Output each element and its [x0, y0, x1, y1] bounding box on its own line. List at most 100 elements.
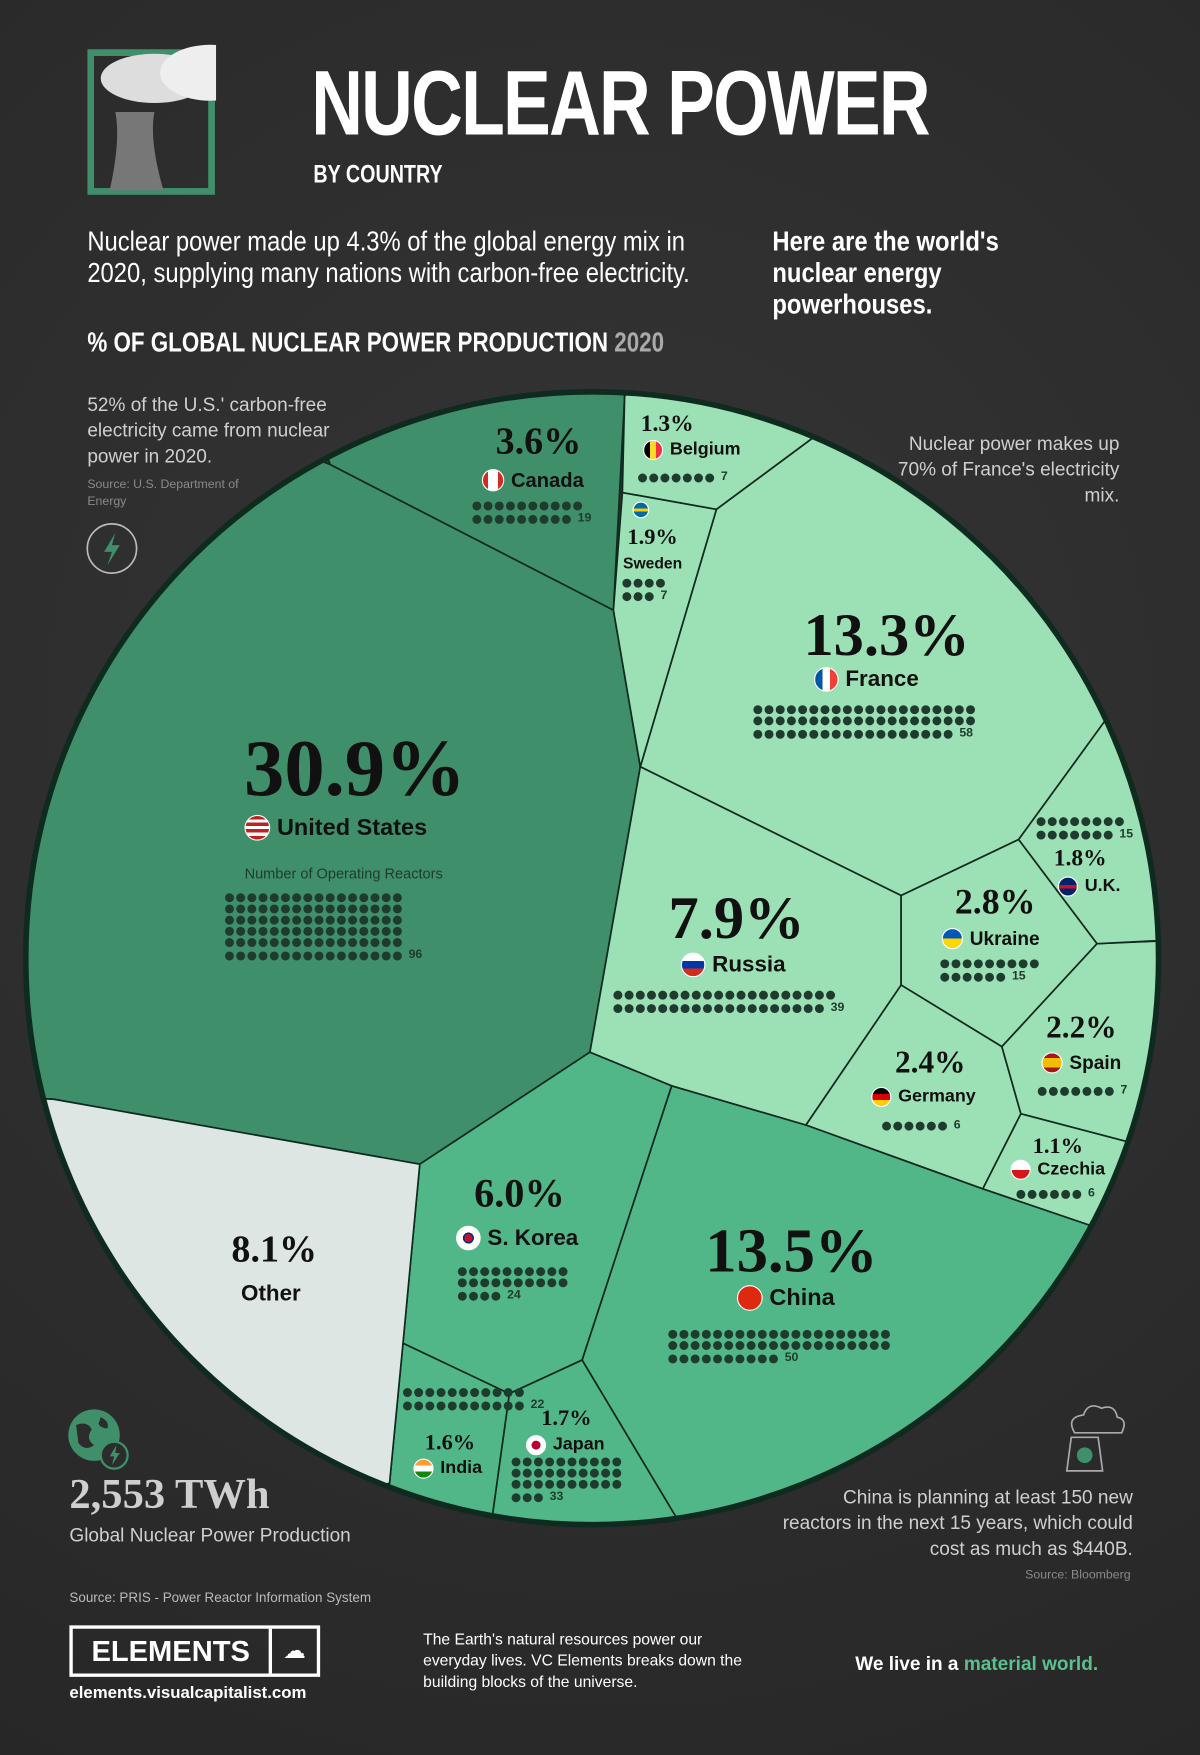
- reactor-dot: [392, 950, 402, 960]
- website-link[interactable]: elements.visualcapitalist.com: [69, 1683, 307, 1703]
- pct-label-canada: 3.6%: [495, 420, 582, 463]
- reactor-dot: [898, 729, 908, 739]
- reactor-dot: [921, 705, 931, 715]
- reactor-dot: [522, 1457, 532, 1467]
- reactor-dot: [904, 1121, 914, 1131]
- reactor-dot: [325, 904, 335, 914]
- reactor-dots-czechia: 6: [1016, 1187, 1095, 1200]
- reactor-dot: [511, 1479, 521, 1489]
- country-name: United States: [276, 814, 428, 841]
- reactor-dot: [769, 1341, 778, 1350]
- reactor-dot: [402, 1388, 412, 1398]
- reactor-dot: [910, 729, 920, 739]
- reactor-dot: [836, 1329, 846, 1339]
- reactor-dot: [314, 893, 324, 903]
- reactor-dot: [690, 1329, 700, 1339]
- elements-logo[interactable]: ELEMENTS ☁: [69, 1625, 321, 1677]
- reactor-dot: [865, 705, 875, 715]
- reactor-dot: [915, 1121, 925, 1131]
- reactor-dot: [668, 1341, 678, 1350]
- reactor-dots-united-states: 96: [224, 893, 422, 961]
- country-name: S. Korea: [487, 1225, 579, 1251]
- reactor-dot: [269, 926, 279, 936]
- reactor-dot: [658, 1003, 668, 1013]
- pct-label-spain: 2.2%: [1046, 1010, 1117, 1046]
- reactor-dot: [624, 990, 634, 1000]
- reactor-dot: [236, 915, 246, 925]
- reactor-dot: [370, 904, 380, 914]
- reactor-dot: [483, 501, 493, 511]
- reactor-dot: [613, 990, 623, 1000]
- reactor-dot: [724, 1341, 734, 1350]
- reactor-dot: [370, 915, 380, 925]
- flag-ua-icon: [941, 927, 964, 950]
- pct-label-united-states: 30.9%: [244, 723, 466, 813]
- reactor-count: 15: [1119, 827, 1134, 841]
- reactor-dot: [757, 1329, 767, 1339]
- reactor-dot: [612, 1479, 622, 1489]
- reactor-dot: [747, 990, 757, 1000]
- reactor-dot: [638, 472, 648, 482]
- chart-heading-text: % OF GLOBAL NUCLEAR POWER PRODUCTION: [87, 326, 609, 359]
- reactor-dot: [269, 904, 279, 914]
- flag-us-icon: [244, 814, 271, 841]
- country-name: U.K.: [1084, 876, 1121, 896]
- reactor-dot: [951, 972, 961, 982]
- reactor-dot: [809, 716, 819, 726]
- reactor-dot: [612, 1468, 622, 1478]
- reactor-dot: [336, 950, 346, 960]
- reactor-dot: [831, 716, 841, 726]
- reactor-count: 6: [953, 1118, 961, 1132]
- reactor-dot: [556, 1468, 566, 1478]
- reactor-dots-germany: 6: [882, 1118, 961, 1132]
- reactor-dot: [644, 591, 654, 601]
- reactor-dot: [545, 1479, 555, 1489]
- us-source: Source: U.S. Department of Energy: [87, 477, 239, 509]
- reactor-dots-belgium: 7: [638, 471, 728, 483]
- reactor-dot: [951, 959, 961, 969]
- reactor-dot: [803, 990, 813, 1000]
- reactor-dot: [381, 950, 391, 960]
- reactor-dot: [932, 705, 942, 715]
- flag-ca-icon: [481, 469, 505, 492]
- reactor-dot: [469, 1267, 478, 1277]
- intro-left: Nuclear power made up 4.3% of the global…: [87, 226, 690, 289]
- reactor-dot: [753, 705, 763, 715]
- footer-blurb: The Earth's natural resources power our …: [423, 1629, 742, 1691]
- reactor-dot: [893, 1121, 903, 1131]
- reactor-dot: [533, 1457, 543, 1467]
- reactor-dot: [954, 716, 964, 726]
- reactor-dot: [457, 1291, 467, 1301]
- reactor-dot: [690, 1353, 700, 1363]
- reactor-dot: [494, 514, 504, 524]
- reactor-dot: [336, 904, 346, 914]
- reactor-dot: [491, 1278, 501, 1288]
- flag-jp-icon: [525, 1435, 547, 1456]
- pct-label-other: 8.1%: [231, 1229, 318, 1271]
- reactor-dot: [280, 938, 290, 948]
- reactor-dot: [381, 938, 391, 948]
- reactor-dot: [480, 1291, 490, 1301]
- reactor-dot: [269, 915, 279, 925]
- reactor-dot: [898, 705, 908, 715]
- reactor-dot: [932, 716, 942, 726]
- logo-text: ELEMENTS: [91, 1633, 250, 1668]
- reactor-dot: [573, 501, 583, 511]
- reactor-count: 50: [784, 1351, 799, 1365]
- reactor-count: 58: [959, 726, 974, 740]
- reactor-dot: [303, 915, 313, 925]
- reactor-dot: [348, 904, 358, 914]
- cooling-tower-logo: [87, 44, 217, 195]
- reactor-dot: [1047, 830, 1057, 839]
- reactor-dot: [910, 716, 920, 726]
- reactor-dot: [561, 501, 571, 511]
- reactor-dot: [713, 1353, 723, 1363]
- reactor-dot: [547, 1267, 557, 1277]
- reactor-dot: [292, 950, 302, 960]
- reactor-dot: [1081, 830, 1091, 839]
- reactor-dot: [392, 904, 402, 914]
- reactor-dot: [556, 1457, 566, 1467]
- reactor-dot: [809, 729, 819, 739]
- reactor-dots-japan: 33: [511, 1457, 622, 1503]
- tagline: We live in a material world.: [855, 1653, 1098, 1675]
